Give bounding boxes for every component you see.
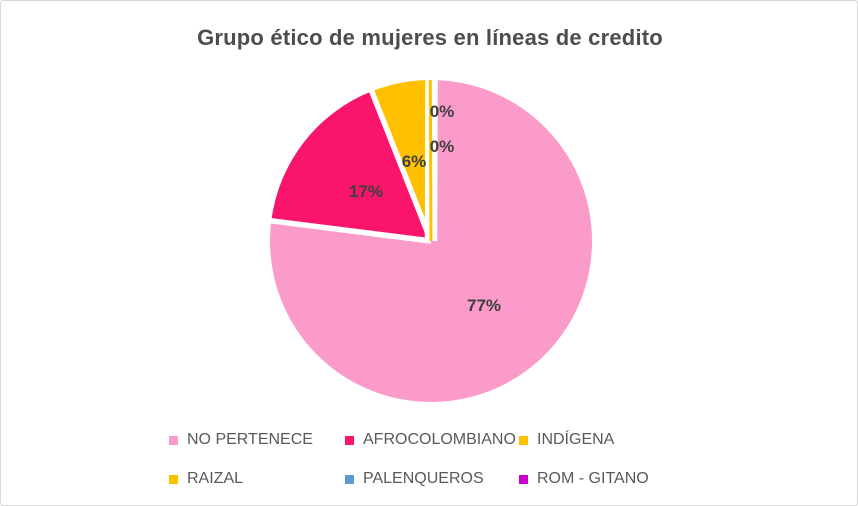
data-label-zero-1: 0% — [429, 102, 455, 121]
legend-label: AFROCOLOMBIANO — [363, 431, 516, 448]
data-label-indigena: 6% — [401, 152, 427, 171]
chart-title[interactable]: Grupo ético de mujeres en líneas de cred… — [197, 25, 663, 50]
data-label-no-pertenece: 77% — [466, 296, 502, 315]
legend-item-rom-gitano[interactable]: ROM - GITANO — [519, 470, 709, 488]
slice-gap — [268, 217, 432, 244]
pie-slice-no-pertenece[interactable] — [270, 80, 593, 403]
legend-item-raizal[interactable]: RAIZAL — [169, 470, 345, 488]
zero-slice-sliver[interactable] — [428, 79, 433, 242]
legend-label: ROM - GITANO — [537, 470, 649, 487]
chart-legend: NO PERTENECE AFROCOLOMBIANO INDÍGENA RAI… — [169, 431, 709, 488]
legend-label: RAIZAL — [187, 470, 244, 487]
pie-slice-afrocolombiano[interactable] — [271, 91, 431, 241]
legend-item-afrocolombiano[interactable]: AFROCOLOMBIANO — [345, 431, 519, 449]
data-label-zero-2: 0% — [429, 137, 455, 156]
legend-item-indigena[interactable]: INDÍGENA — [519, 431, 709, 449]
legend-item-no-pertenece[interactable]: NO PERTENECE — [169, 431, 345, 449]
legend-swatch-icon — [169, 435, 178, 445]
slice-gap — [368, 88, 434, 243]
legend-swatch-icon — [519, 435, 528, 445]
legend-label: INDÍGENA — [537, 431, 615, 448]
legend-swatch-icon — [345, 435, 354, 445]
legend-label: PALENQUEROS — [363, 470, 484, 487]
legend-label: NO PERTENECE — [187, 431, 313, 448]
legend-swatch-icon — [519, 474, 528, 484]
data-label-afrocolombiano: 17% — [348, 182, 384, 201]
legend-item-palenqueros[interactable]: PALENQUEROS — [345, 470, 519, 488]
legend-swatch-icon — [169, 474, 178, 484]
legend-swatch-icon — [345, 474, 354, 484]
